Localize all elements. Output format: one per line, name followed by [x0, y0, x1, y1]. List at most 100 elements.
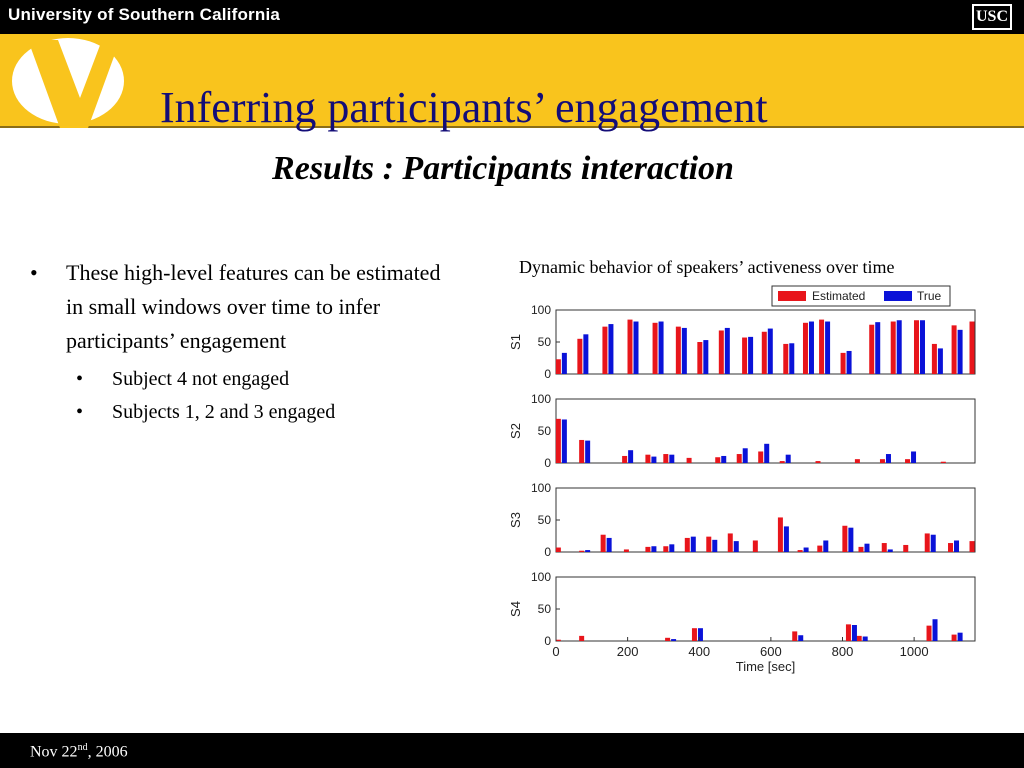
- estimated-bar: [931, 343, 937, 374]
- estimated-bar: [905, 459, 911, 463]
- estimated-bar: [856, 635, 862, 641]
- estimated-bar: [854, 459, 860, 463]
- true-bar: [932, 619, 938, 641]
- estimated-bar: [913, 320, 919, 374]
- chart-svg: 0 50 100 S1 0 50 100 S2 0 50 100 S3 0 50 100 S4 0 200 400 6…: [508, 285, 976, 674]
- true-bar: [608, 324, 614, 374]
- estimated-bar: [697, 342, 703, 374]
- y-tick-label: 0: [544, 456, 551, 470]
- footer-date-main: Nov 22: [30, 743, 78, 761]
- y-tick-label: 50: [538, 602, 552, 616]
- estimated-bar: [555, 639, 561, 641]
- y-tick-label: 0: [544, 545, 551, 559]
- estimated-bar: [783, 343, 789, 374]
- estimated-bar: [842, 525, 848, 552]
- estimated-bar: [718, 330, 724, 374]
- estimated-bar: [817, 545, 823, 552]
- estimated-bar: [815, 461, 821, 463]
- true-bar: [957, 632, 963, 641]
- estimated-bar: [622, 455, 628, 463]
- true-bar: [633, 321, 639, 374]
- true-bar: [703, 340, 709, 374]
- estimated-bar: [777, 517, 783, 552]
- estimated-bar: [686, 457, 692, 463]
- footer-date-tail: , 2006: [87, 743, 128, 761]
- true-bar: [864, 543, 870, 552]
- x-tick-label: 800: [832, 644, 854, 659]
- estimated-bar: [879, 459, 885, 463]
- true-bar: [628, 450, 634, 463]
- estimated-bar: [948, 543, 954, 552]
- legend-label-estimated: Estimated: [812, 289, 865, 303]
- x-tick-label: 400: [688, 644, 710, 659]
- true-bar: [954, 540, 960, 552]
- estimated-bar: [706, 536, 712, 552]
- true-bar: [798, 635, 804, 641]
- true-bar: [862, 636, 868, 641]
- estimated-bar: [819, 319, 825, 374]
- y-tick-label: 100: [531, 303, 551, 317]
- true-bar: [651, 456, 657, 463]
- estimated-bar: [645, 454, 651, 463]
- estimated-bar: [675, 326, 681, 374]
- true-bar: [669, 454, 675, 463]
- estimated-bar: [684, 537, 690, 552]
- y-axis-label: S3: [508, 512, 523, 528]
- estimated-bar: [779, 461, 785, 463]
- estimated-bar: [758, 451, 764, 463]
- x-tick-label: 200: [617, 644, 639, 659]
- bullet-text: These high-level features can be estimat…: [66, 260, 441, 353]
- estimated-bar: [969, 321, 975, 374]
- estimated-bar: [858, 546, 864, 552]
- top-bar: University of Southern California USC: [0, 0, 1024, 34]
- estimated-bar: [627, 319, 633, 374]
- x-tick-label: 1000: [900, 644, 929, 659]
- sub-bullet-text: Subject 4 not engaged: [112, 368, 290, 390]
- true-bar: [846, 350, 852, 374]
- y-axis-label: S4: [508, 601, 523, 617]
- sub-bullet-glyph: •: [76, 368, 84, 390]
- y-tick-label: 50: [538, 424, 552, 438]
- panel-frame: [555, 487, 976, 553]
- y-tick-label: 100: [531, 392, 551, 406]
- true-bar: [825, 321, 831, 374]
- estimated-bar: [602, 326, 608, 374]
- true-bar: [789, 343, 795, 374]
- estimated-bar: [665, 637, 671, 641]
- estimated-bar: [623, 549, 629, 552]
- v-logo-icon: [12, 38, 124, 128]
- true-bar: [669, 544, 675, 552]
- bullet-glyph: •: [30, 260, 38, 285]
- estimated-bar: [577, 338, 583, 374]
- true-bar: [930, 534, 936, 552]
- true-bar: [823, 540, 829, 552]
- estimated-bar: [840, 352, 846, 374]
- sub-bullet-glyph: •: [76, 401, 84, 423]
- true-bar: [937, 348, 943, 374]
- true-bar: [606, 537, 612, 552]
- sub-bullet-item: • Subject 4 not engaged: [76, 367, 460, 391]
- x-tick-label: 600: [760, 644, 782, 659]
- estimated-bar: [802, 322, 808, 374]
- y-tick-label: 50: [538, 335, 552, 349]
- true-bar: [767, 328, 773, 374]
- y-tick-label: 0: [544, 634, 551, 648]
- activeness-chart: 0 50 100 S1 0 50 100 S2 0 50 100 S3 0 50 100 S4 0 200 400 6…: [500, 284, 990, 682]
- sub-bullet-text: Subjects 1, 2 and 3 engaged: [112, 401, 336, 423]
- university-name: University of Southern California: [8, 5, 281, 24]
- estimated-bar: [890, 321, 896, 374]
- true-bar: [583, 334, 589, 374]
- y-tick-label: 50: [538, 513, 552, 527]
- estimated-bar: [940, 461, 946, 463]
- estimated-bar: [845, 624, 851, 641]
- estimated-bar: [663, 454, 669, 463]
- estimated-bar: [600, 534, 606, 552]
- estimated-bar: [951, 325, 957, 374]
- true-bar: [875, 322, 881, 374]
- estimated-bar: [645, 546, 651, 552]
- slide-subtitle: Results : Participants interaction: [272, 150, 734, 187]
- estimated-bar: [579, 439, 585, 463]
- true-bar: [671, 639, 677, 641]
- true-bar: [803, 547, 809, 552]
- estimated-bar: [715, 457, 721, 463]
